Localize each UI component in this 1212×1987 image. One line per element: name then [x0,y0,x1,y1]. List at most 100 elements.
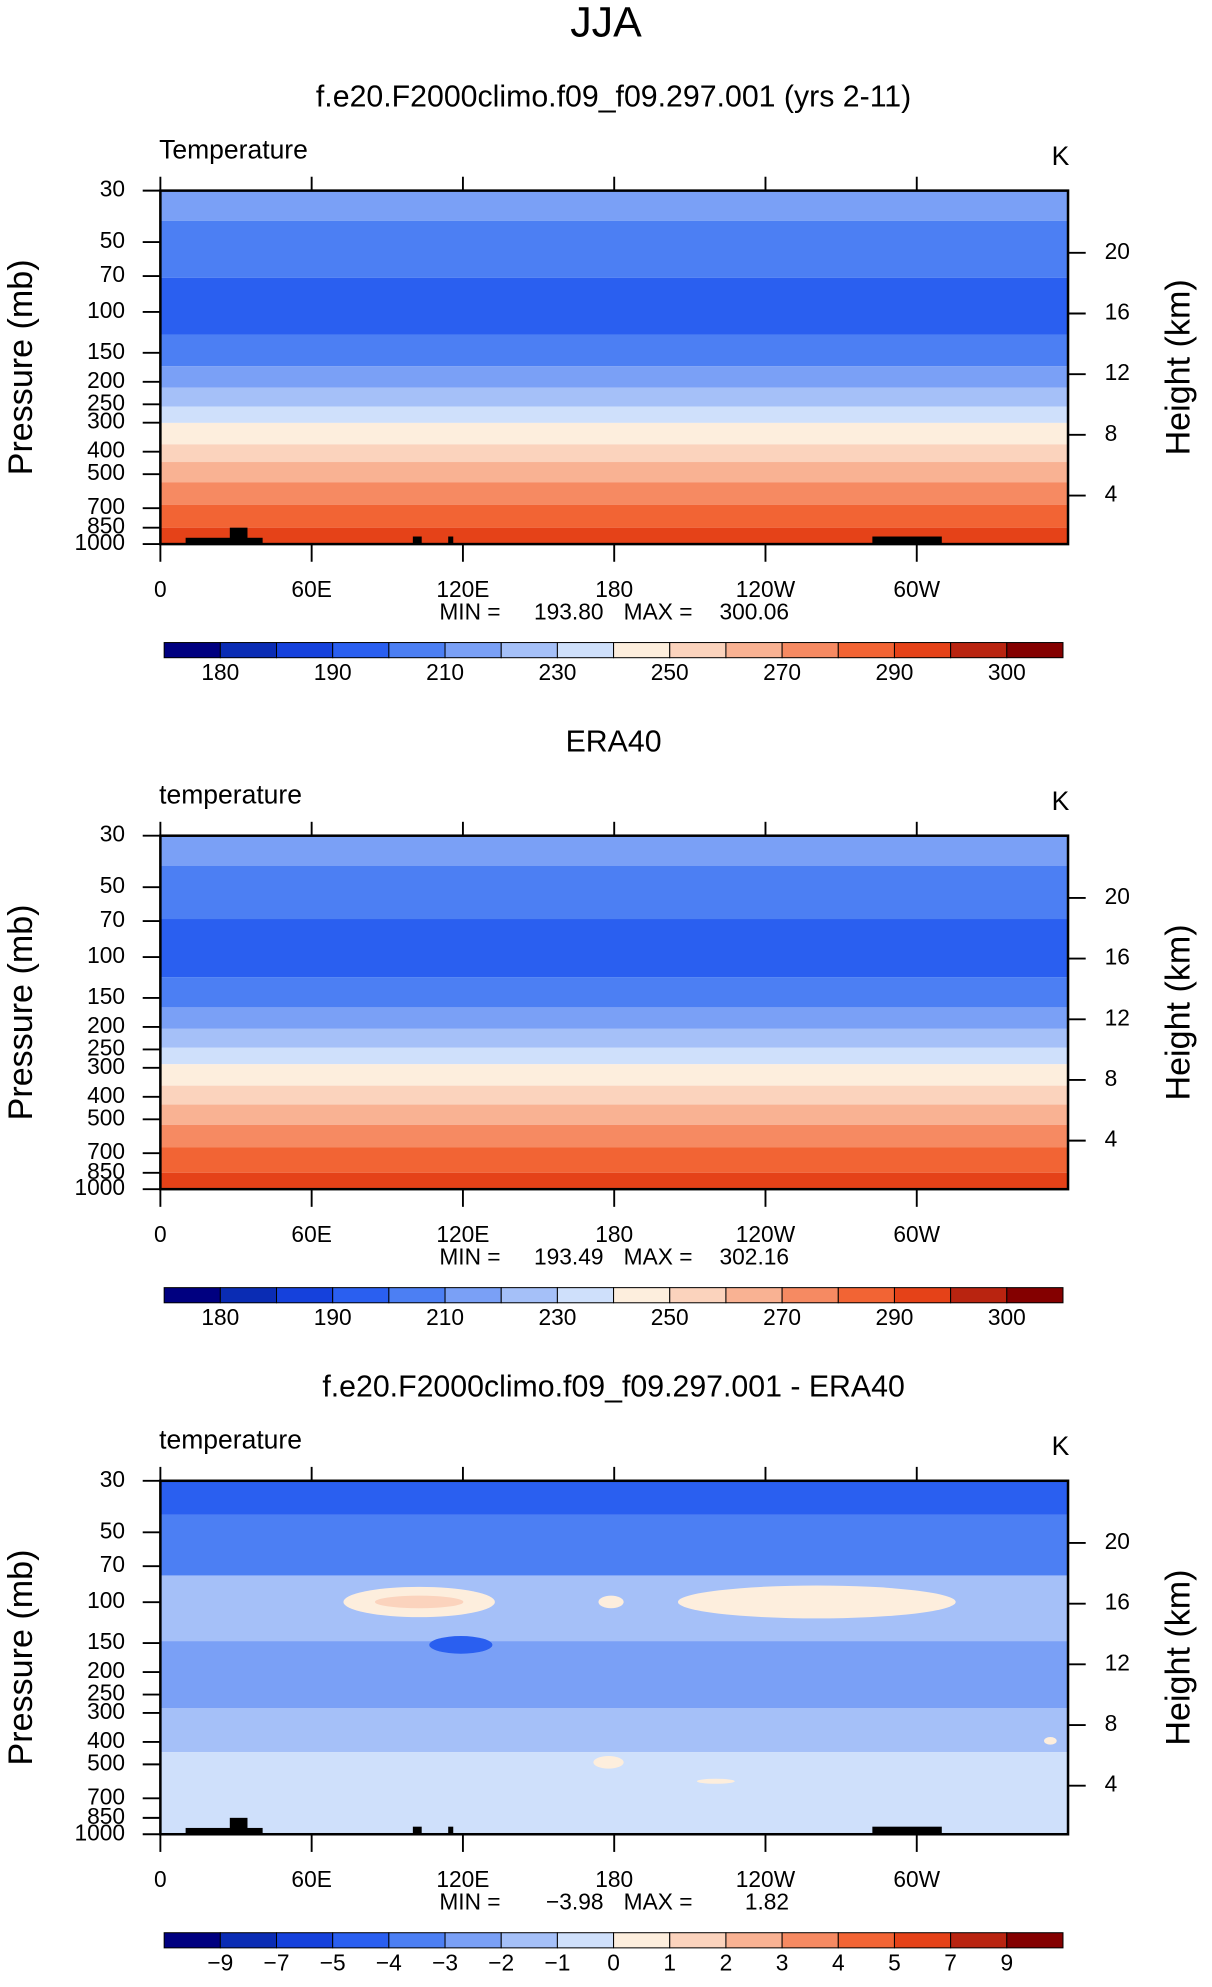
y-tick-label: 1000 [74,1819,125,1845]
contour-fill [160,1064,1069,1086]
contour-fill [160,919,1069,978]
contour-fill [160,1147,1069,1173]
colorbar-label: 290 [876,659,914,685]
colorbar-label: −5 [320,1949,346,1975]
colorbar-label: 180 [201,659,239,685]
contour-fill [160,277,1069,335]
y-tick-label: 500 [87,459,125,485]
colorbar-box [276,1932,334,1949]
colorbar-label: 4 [832,1949,845,1975]
contour-fill [160,482,1069,505]
colorbar-box [219,1932,278,1949]
min-value: −3.98 [546,1889,604,1915]
colorbar-box [444,1287,502,1304]
x-tick-label: 0 [154,1221,167,1247]
y2-tick-label: 20 [1105,883,1130,909]
x-tick-label: 60W [893,576,940,602]
max-label: MAX = [624,1889,693,1915]
contour-fill [598,1595,624,1609]
contour-fill [160,1514,1069,1576]
colorbar-box [613,1287,671,1304]
y-tick-label: 100 [87,942,125,968]
contour-fill [160,1641,1069,1709]
y-tick-label: 200 [87,1657,125,1683]
colorbar-label: 290 [876,1304,914,1330]
y-tick-label: 250 [87,389,125,415]
panel-title: f.e20.F2000climo.f09_f09.297.001 (yrs 2-… [316,80,911,113]
y2-tick-label: 12 [1105,1649,1130,1675]
units-label: K [1052,1431,1070,1461]
y2-tick-label: 12 [1105,1004,1130,1030]
contour-fill [429,1636,493,1654]
panel: f.e20.F2000climo.f09_f09.297.001 - ERA40… [2,1371,1198,1976]
colorbar-box [725,1287,783,1304]
panel-title: f.e20.F2000climo.f09_f09.297.001 - ERA40 [322,1371,904,1404]
contour-fill [160,1028,1069,1048]
variable-label: temperature [159,780,302,810]
colorbar-box [893,642,952,659]
y-tick-label: 50 [100,227,125,253]
y-tick-label: 700 [87,1783,125,1809]
colorbar-label: 270 [763,1304,801,1330]
colorbar-label: 210 [426,1304,464,1330]
colorbar-box [725,642,783,659]
figure-title: JJA [570,0,642,47]
y-tick-label: 300 [87,1698,125,1724]
contour-fill [160,977,1069,1008]
x-tick-label: 180 [595,576,633,602]
contour-fill [160,865,1069,920]
y-tick-label: 700 [87,1138,125,1164]
y2-axis-label: Height (km) [1159,924,1197,1100]
contour-fill [677,1585,956,1619]
colorbar-box [1006,1287,1064,1304]
contour-fill [160,406,1069,423]
y2-tick-label: 8 [1105,1710,1118,1736]
y2-tick-label: 8 [1105,1065,1118,1091]
colorbar-box [613,1932,671,1949]
y-tick-label: 150 [87,983,125,1009]
topography [872,536,942,545]
colorbar-box [219,642,278,659]
y-tick-label: 250 [87,1680,125,1706]
contour-fill [160,422,1069,445]
topography [229,527,248,545]
y-tick-label: 1000 [74,529,125,555]
contour-fill [160,504,1069,528]
colorbar-label: 270 [763,659,801,685]
colorbar-label: 2 [720,1949,733,1975]
variable-label: temperature [159,1425,302,1455]
y-tick-label: 30 [100,821,125,847]
colorbar-box [837,1932,895,1949]
x-tick-label: 0 [154,576,167,602]
y2-axis-label: Height (km) [1159,1569,1197,1745]
colorbar-box [276,642,334,659]
y-tick-label: 700 [87,493,125,519]
x-tick-label: 120E [436,1866,489,1892]
colorbar-label: −4 [376,1949,402,1975]
colorbar-box [388,1932,446,1949]
colorbar-box [556,642,615,659]
contour-fill [1044,1737,1057,1745]
colorbar-label: 1 [663,1949,676,1975]
colorbar-box [388,642,446,659]
colorbar-box [837,642,895,659]
max-value: 300.06 [720,599,789,625]
colorbar-label: 300 [988,1304,1026,1330]
topography [185,1827,263,1835]
x-tick-label: 60E [291,576,331,602]
topography [229,1817,248,1835]
y-tick-label: 50 [100,872,125,898]
colorbar-box [163,1287,221,1304]
colorbar-box [556,1287,615,1304]
colorbar-box [500,642,558,659]
y-tick-label: 500 [87,1104,125,1130]
colorbar-box [893,1932,952,1949]
y-tick-label: 200 [87,1012,125,1038]
colorbar-box [276,1287,334,1304]
contour-fill [160,190,1069,221]
y-tick-label: 200 [87,367,125,393]
min-label: MIN = [439,599,500,625]
colorbar-label: 300 [988,659,1026,685]
contour-fill [160,1124,1069,1148]
